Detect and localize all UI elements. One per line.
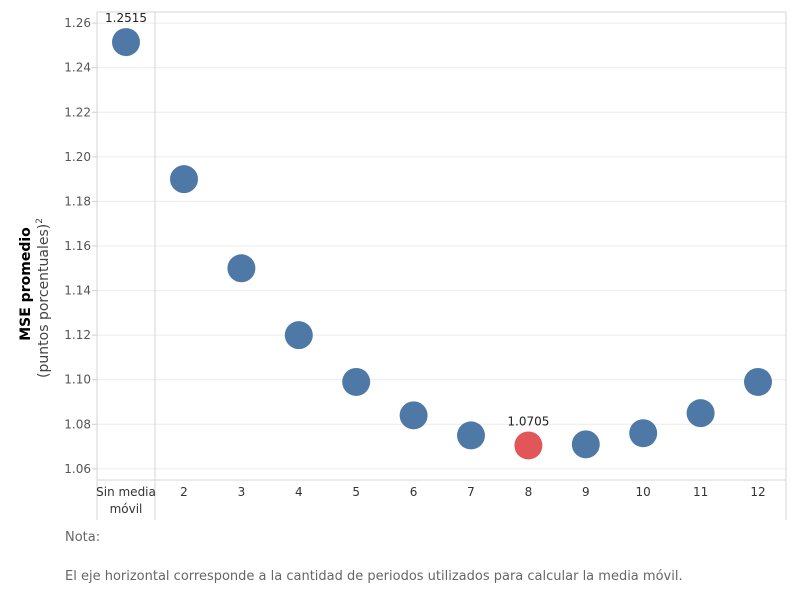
plot-frame <box>96 11 787 520</box>
x-tick-label: 12 <box>750 485 765 499</box>
x-tick-label-line: 8 <box>525 485 533 499</box>
x-tick-label-line: 4 <box>295 485 303 499</box>
data-point <box>744 367 772 396</box>
x-tick-label-line: móvil <box>110 502 143 516</box>
x-tick-label-line: 11 <box>693 485 708 499</box>
y-tick-label: 1.08 <box>64 417 91 431</box>
x-tick-label: 7 <box>467 485 475 499</box>
data-point <box>112 28 140 57</box>
data-point <box>457 421 485 450</box>
y-axis-ticks: 1.06 1.08 1.10 1.12 1.14 1.16 1.18 1.20 1.22 1.24… <box>64 16 97 476</box>
y-tick-label: 1.22 <box>64 105 91 119</box>
data-point <box>284 321 313 350</box>
x-tick-label: 9 <box>582 485 590 499</box>
y-tick-label: 1.24 <box>64 61 91 75</box>
y-axis-sublabel-superscript: 2 <box>35 218 45 224</box>
data-label: 1.2515 <box>105 11 147 25</box>
data-point <box>399 401 428 430</box>
x-tick-label: 2 <box>180 485 188 499</box>
x-tick-label: 10 <box>636 485 651 499</box>
x-tick-label-line: Sin media <box>96 485 156 499</box>
data-point <box>342 367 371 396</box>
y-tick-label: 1.12 <box>64 328 91 342</box>
x-tick-label: 3 <box>238 485 246 499</box>
data-point <box>629 419 658 448</box>
x-tick-label-line: 6 <box>410 485 418 499</box>
x-tick-label: 4 <box>295 485 303 499</box>
data-point <box>571 430 600 459</box>
x-tick-label-line: 5 <box>352 485 360 499</box>
y-tick-label: 1.14 <box>64 284 91 298</box>
x-tick-label: 5 <box>352 485 360 499</box>
x-tick-label: 11 <box>693 485 708 499</box>
data-point-highlight <box>514 431 543 460</box>
x-tick-label-line: 10 <box>636 485 651 499</box>
y-tick-label: 1.10 <box>64 373 91 387</box>
x-tick-label-line: 7 <box>467 485 475 499</box>
x-tick-label-line: 12 <box>750 485 765 499</box>
note-title: Nota: <box>65 530 101 545</box>
x-tick-label: 6 <box>410 485 418 499</box>
grid-lines <box>97 22 786 470</box>
data-point <box>686 399 715 428</box>
y-axis-label: MSE promedio <box>18 227 34 341</box>
x-tick-label-line: 3 <box>238 485 246 499</box>
x-tick-label-line: 2 <box>180 485 188 499</box>
y-tick-label: 1.26 <box>64 16 91 30</box>
data-labels: 1.2515 1.0705 <box>105 11 549 428</box>
note-text: El eje horizontal corresponde a la canti… <box>65 569 683 584</box>
y-tick-label: 1.16 <box>64 239 91 253</box>
y-tick-label: 1.18 <box>64 194 91 208</box>
data-point <box>170 165 198 194</box>
y-axis-sublabel: (puntos porcentuales)2 <box>35 218 52 378</box>
x-axis-ticks: Sin media móvil 2 3 4 5 6 7 8 9 10 11 12 <box>96 485 766 516</box>
x-tick-label: 8 <box>525 485 533 499</box>
y-tick-label: 1.06 <box>64 462 91 476</box>
data-points <box>112 28 772 460</box>
x-tick-label-line: 9 <box>582 485 590 499</box>
y-axis-sublabel-text: (puntos porcentuales) <box>36 224 52 378</box>
data-point <box>227 254 256 283</box>
y-tick-label: 1.20 <box>64 150 91 164</box>
x-tick-label: Sin media móvil <box>96 485 156 516</box>
data-label: 1.0705 <box>507 414 549 428</box>
